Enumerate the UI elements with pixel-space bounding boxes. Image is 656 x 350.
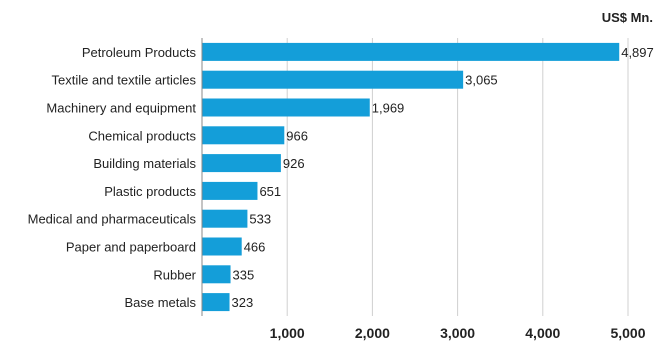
bar (202, 293, 230, 312)
bar (202, 209, 248, 228)
value-label: 323 (232, 295, 254, 310)
value-label: 4,897 (621, 45, 654, 60)
value-label: 651 (259, 184, 281, 199)
x-tick-label: 2,000 (355, 325, 390, 341)
category-label: Machinery and equipment (46, 101, 196, 116)
x-tick-label: 1,000 (270, 325, 305, 341)
category-label: Medical and pharmaceuticals (28, 212, 197, 227)
value-label: 966 (286, 128, 308, 143)
bar (202, 237, 242, 256)
unit-label: US$ Mn. (602, 10, 653, 25)
x-tick-label: 3,000 (440, 325, 475, 341)
category-label: Textile and textile articles (51, 73, 196, 88)
labels: 1,000 2,000 3,000 4,000 5,000 Petroleum Produ… (28, 45, 654, 341)
bar (202, 98, 370, 117)
value-label: 1,969 (372, 101, 405, 116)
bar (202, 154, 281, 173)
bar (202, 181, 258, 200)
category-label: Petroleum Products (82, 45, 197, 60)
value-label: 335 (233, 267, 255, 282)
value-label: 533 (249, 212, 271, 227)
x-tick-label: 4,000 (525, 325, 560, 341)
value-label: 466 (244, 240, 266, 255)
category-label: Base metals (124, 295, 196, 310)
category-label: Paper and paperboard (66, 240, 196, 255)
value-label: 3,065 (465, 73, 498, 88)
bars (202, 42, 620, 312)
bar (202, 126, 285, 145)
category-label: Building materials (93, 156, 196, 171)
category-label: Plastic products (104, 184, 196, 199)
value-label: 926 (283, 156, 305, 171)
x-tick-label: 5,000 (610, 325, 645, 341)
bar (202, 42, 620, 61)
category-label: Chemical products (88, 128, 196, 143)
bar (202, 70, 464, 89)
bar (202, 265, 231, 284)
category-label: Rubber (153, 267, 196, 282)
